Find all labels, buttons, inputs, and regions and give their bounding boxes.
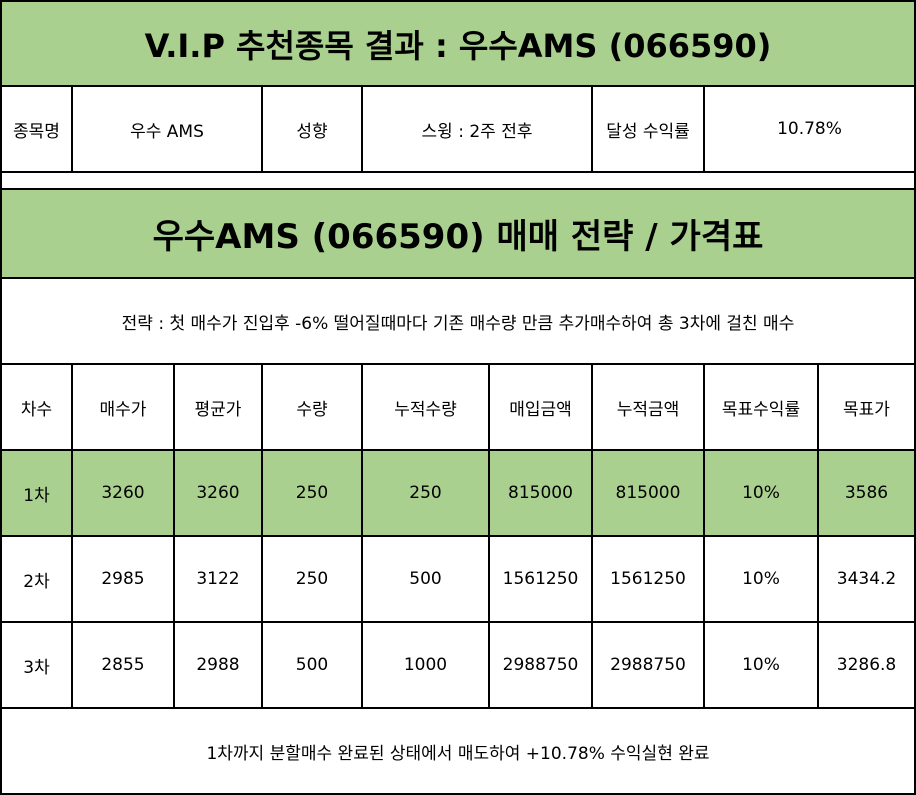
strategy-banner: 우수AMS (066590) 매매 전략 / 가격표 — [0, 190, 916, 279]
cell-target-return: 10% — [705, 623, 819, 707]
cell-avg-price: 3260 — [175, 451, 263, 535]
header-target-return: 목표수익률 — [705, 365, 819, 449]
header-buy-amount: 매입금액 — [490, 365, 593, 449]
cell-buy-amount: 1561250 — [490, 537, 593, 621]
table-row: 1차 3260 3260 250 250 815000 815000 10% 3… — [0, 451, 916, 537]
strategy-title: 우수AMS (066590) 매매 전략 / 가격표 — [152, 217, 764, 257]
header-round: 차수 — [2, 365, 73, 449]
cell-buy-price: 3260 — [73, 451, 175, 535]
stock-name-label: 종목명 — [2, 87, 73, 171]
cell-round: 2차 — [2, 537, 73, 621]
cell-avg-price: 3122 — [175, 537, 263, 621]
cell-target-price: 3286.8 — [836, 655, 897, 675]
cell-cum-quantity: 250 — [363, 451, 490, 535]
cell-cum-quantity: 500 — [363, 537, 490, 621]
report-title: V.I.P 추천종목 결과 : 우수AMS (066590) — [144, 26, 772, 65]
cell-quantity: 250 — [263, 537, 363, 621]
cell-buy-amount: 2988750 — [490, 623, 593, 707]
header-avg-price: 평균가 — [175, 365, 263, 449]
cell-quantity: 500 — [263, 623, 363, 707]
cell-buy-price: 2985 — [73, 537, 175, 621]
cell-cum-amount: 1561250 — [593, 537, 705, 621]
cell-cum-quantity: 1000 — [363, 623, 490, 707]
strategy-description: 전략 : 첫 매수가 진입후 -6% 떨어질때마다 기존 매수량 만큼 추가매수… — [121, 313, 795, 334]
cell-cum-amount: 2988750 — [593, 623, 705, 707]
cell-target-price: 3434.2 — [836, 569, 897, 589]
tendency-value: 스윙 : 2주 전후 — [363, 87, 593, 171]
result-summary: 1차까지 분할매수 완료된 상태에서 매도하여 +10.78% 수익실현 완료 — [206, 743, 710, 764]
header-quantity: 수량 — [263, 365, 363, 449]
cell-buy-amount: 815000 — [490, 451, 593, 535]
cell-target-return: 10% — [705, 451, 819, 535]
header-cum-quantity: 누적수량 — [363, 365, 490, 449]
header-target-price: 목표가 — [843, 399, 890, 420]
cell-cum-amount: 815000 — [593, 451, 705, 535]
title-banner: V.I.P 추천종목 결과 : 우수AMS (066590) — [0, 0, 916, 87]
table-row: 2차 2985 3122 250 500 1561250 1561250 10%… — [0, 537, 916, 623]
cell-target-price: 3586 — [844, 483, 889, 503]
header-buy-price: 매수가 — [73, 365, 175, 449]
table-header-row: 차수 매수가 평균가 수량 누적수량 매입금액 누적금액 목표수익률 목표가 — [0, 365, 916, 451]
result-summary-row: 1차까지 분할매수 완료된 상태에서 매도하여 +10.78% 수익실현 완료 — [0, 709, 916, 795]
cell-round: 3차 — [2, 623, 73, 707]
cell-quantity: 250 — [263, 451, 363, 535]
cell-target-return: 10% — [705, 537, 819, 621]
tendency-label: 성향 — [263, 87, 363, 171]
table-row: 3차 2855 2988 500 1000 2988750 2988750 10… — [0, 623, 916, 709]
stock-name-value: 우수 AMS — [73, 87, 263, 171]
header-cum-amount: 누적금액 — [593, 365, 705, 449]
stock-info-row: 종목명 우수 AMS 성향 스윙 : 2주 전후 달성 수익률 10.78% — [0, 87, 916, 173]
spacer-row — [0, 173, 916, 190]
strategy-description-row: 전략 : 첫 매수가 진입후 -6% 떨어질때마다 기존 매수량 만큼 추가매수… — [0, 279, 916, 365]
cell-round: 1차 — [2, 451, 73, 535]
return-value: 10.78% — [777, 119, 842, 139]
cell-avg-price: 2988 — [175, 623, 263, 707]
return-label: 달성 수익률 — [593, 87, 705, 171]
cell-buy-price: 2855 — [73, 623, 175, 707]
